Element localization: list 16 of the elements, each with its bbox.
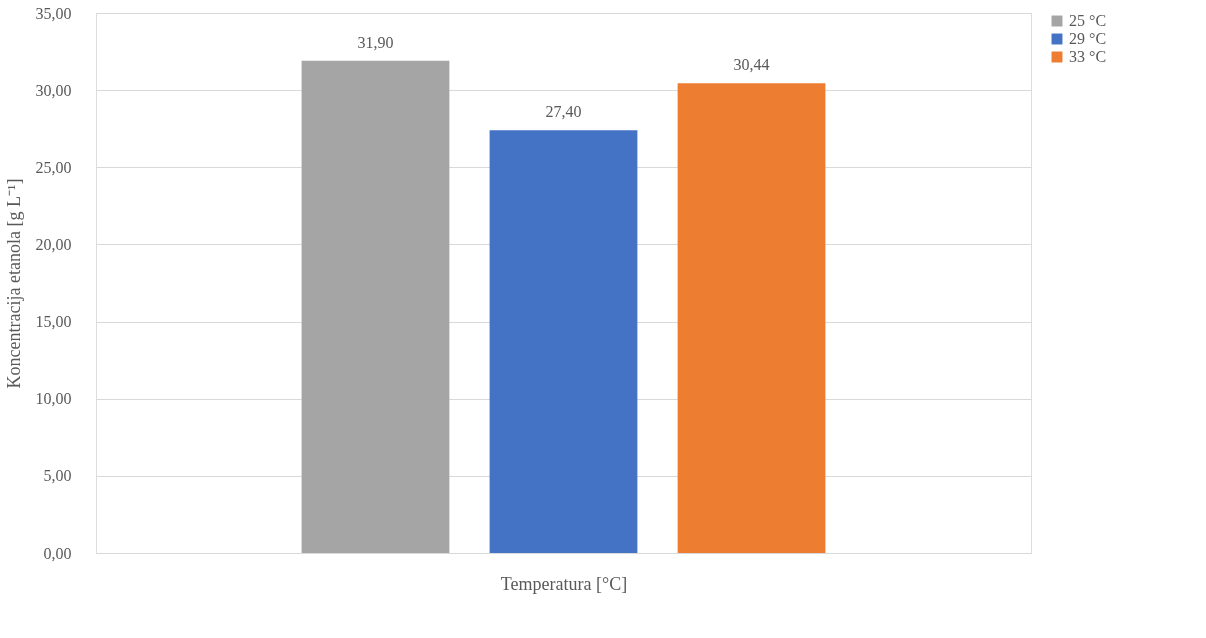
data-label: 31,90 (357, 33, 394, 51)
y-tick-label: 20,00 (35, 235, 72, 253)
legend-label: 33 °C (1069, 48, 1107, 65)
y-tick-label: 15,00 (35, 313, 72, 331)
data-label: 27,40 (545, 103, 582, 121)
y-tick-label: 0,00 (43, 544, 72, 562)
legend-label: 25 °C (1069, 12, 1107, 29)
y-tick-label: 35,00 (35, 4, 72, 22)
y-tick-label: 5,00 (43, 467, 72, 485)
y-axis-title: Koncentracija etanola [g L⁻¹] (3, 178, 24, 389)
x-axis-title: Temperatura [°C] (500, 573, 628, 594)
legend-label: 29 °C (1069, 30, 1107, 47)
y-tick-label: 10,00 (35, 390, 72, 408)
y-tick-label: 30,00 (35, 81, 72, 99)
data-label: 30,44 (733, 56, 770, 74)
y-tick-label: 25,00 (35, 158, 72, 176)
